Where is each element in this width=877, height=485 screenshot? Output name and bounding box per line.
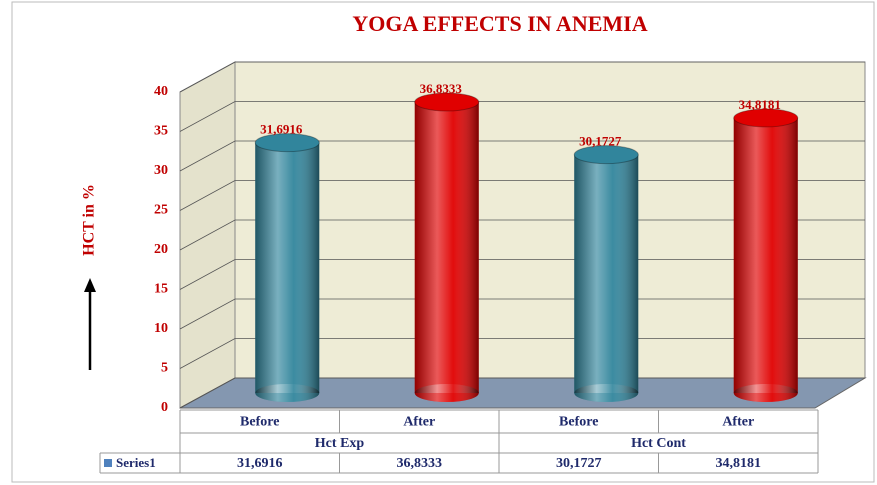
x-tick-label: After	[722, 415, 754, 430]
grid-line	[179, 61, 865, 93]
y-tick-label: 30	[154, 163, 168, 178]
grid-line	[179, 101, 865, 132]
x-tick-label: Before	[559, 415, 598, 430]
bar-top	[414, 92, 480, 112]
bar-base-shade	[255, 384, 320, 402]
value-label: 34,8181	[739, 97, 781, 112]
table-value: 36,8333	[397, 456, 443, 471]
value-label: 31,6916	[260, 122, 303, 137]
value-label: 30,1727	[579, 134, 622, 149]
y-tick-label: 0	[161, 400, 168, 415]
grid-line	[179, 377, 865, 409]
bar-base-shade	[414, 384, 479, 402]
chart-title: YOGA EFFECTS IN ANEMIA	[352, 11, 647, 36]
bar-base-shade	[733, 384, 798, 402]
bar-top	[573, 145, 639, 165]
grid-line	[179, 180, 865, 211]
bar-shade	[414, 102, 479, 393]
y-tick-label: 20	[154, 242, 168, 257]
y-tick-label: 15	[154, 282, 168, 297]
bar-base-shade	[574, 384, 639, 402]
y-tick-label: 40	[154, 84, 168, 99]
group-label: Hct Cont	[631, 436, 686, 451]
grid-line	[179, 219, 865, 251]
group-label: Hct Exp	[315, 436, 365, 451]
bar-shade	[255, 142, 320, 393]
table-value: 31,6916	[237, 456, 283, 471]
y-tick-label: 10	[154, 321, 168, 336]
grid-line	[179, 298, 865, 330]
x-tick-label: Before	[240, 415, 279, 430]
bar-top	[733, 108, 799, 128]
y-axis-label: HCT in %	[81, 184, 98, 256]
grid-line	[179, 140, 865, 172]
bar-top	[254, 133, 320, 153]
axis-arrow-head	[84, 278, 96, 292]
legend-key	[104, 459, 112, 467]
y-tick-label: 35	[154, 124, 168, 139]
y-tick-label: 5	[161, 361, 168, 376]
table-value: 30,1727	[556, 456, 602, 471]
x-tick-label: After	[403, 415, 435, 430]
value-label: 36,8333	[420, 81, 463, 96]
grid-line	[179, 338, 865, 369]
y-tick-label: 25	[154, 203, 168, 218]
bar-shade	[574, 154, 639, 393]
bar-shade	[733, 117, 798, 393]
legend-label: Series1	[116, 455, 156, 470]
grid-line	[179, 259, 865, 290]
table-value: 34,8181	[716, 456, 762, 471]
